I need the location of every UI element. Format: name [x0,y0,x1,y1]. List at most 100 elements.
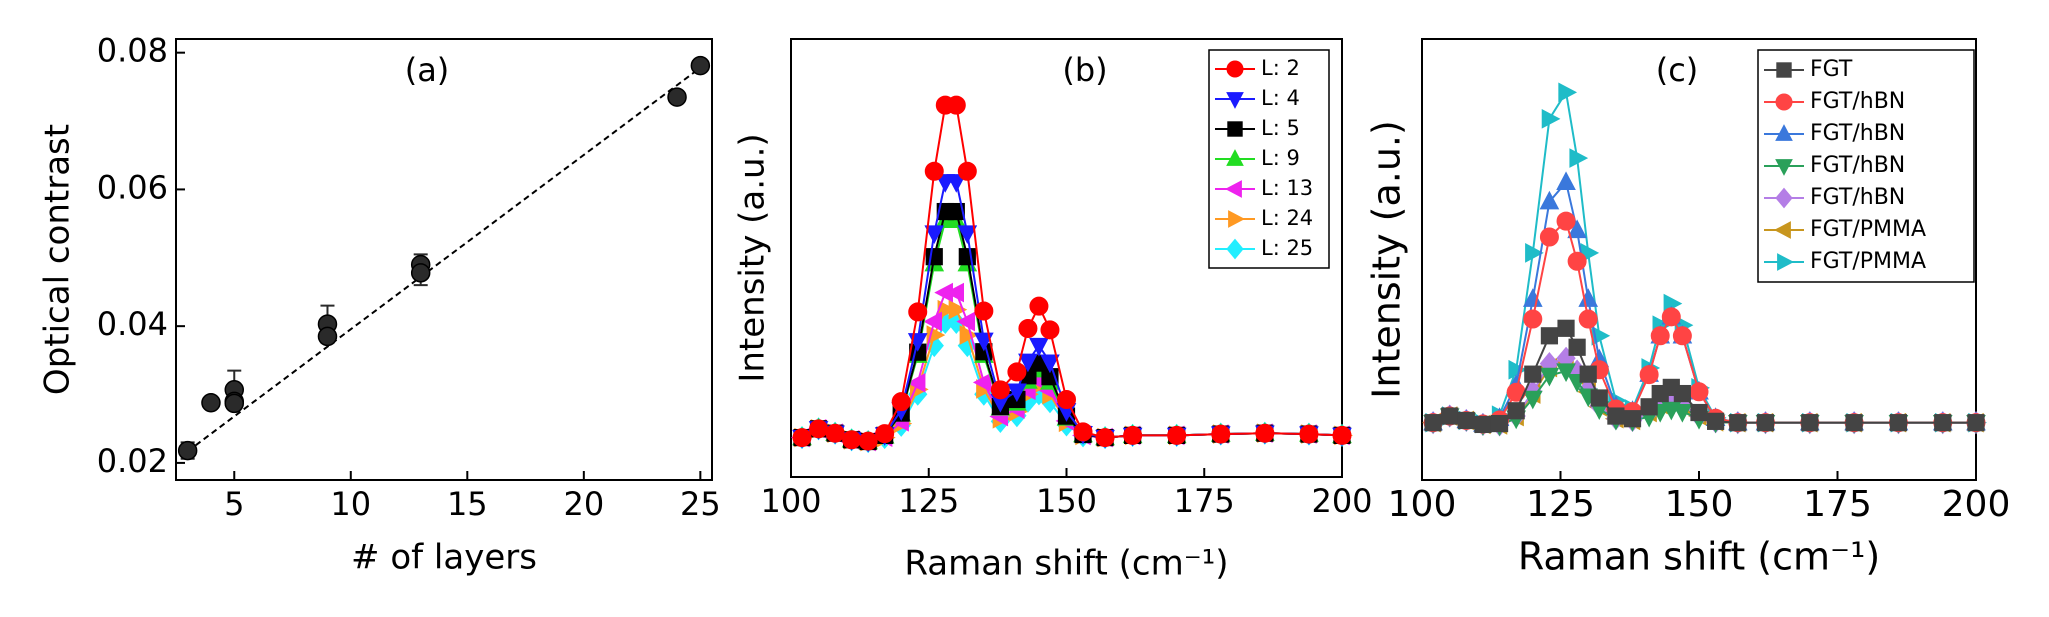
marker [925,248,943,266]
marker [1661,307,1681,327]
marker [842,430,862,450]
marker [1167,425,1187,445]
marker [1729,414,1747,432]
marker [1539,367,1560,387]
legend-marker [1775,159,1793,176]
marker [1639,365,1659,385]
y-tick-label: 0.08 [97,32,168,70]
marker [1801,414,1819,432]
marker [1441,407,1459,425]
marker [1567,251,1587,271]
legend-marker [1774,221,1791,239]
marker [1540,327,1559,345]
y-tick-label: 0.06 [97,168,168,206]
legend-label: L: 4 [1261,86,1300,110]
legend-marker [1226,238,1244,260]
marker [1607,407,1625,425]
marker [1673,384,1691,403]
marker [990,380,1010,400]
marker [1332,425,1352,445]
marker [1558,82,1578,103]
marker [1018,353,1038,373]
marker [1040,320,1060,340]
marker [690,55,711,76]
legend-marker [1228,210,1245,228]
marker [1490,414,1509,433]
marker [1934,414,1952,432]
marker [1689,382,1709,402]
marker [1845,414,1863,432]
y-tick-label: 0.04 [97,305,168,343]
x-tick-label: 20 [563,485,604,523]
y-axis-title: Intensity (a.u.) [733,133,773,382]
marker [1539,227,1559,247]
marker [1640,398,1658,416]
x-tick-label: 150 [1665,484,1734,525]
panel-label: (a) [405,51,450,89]
marker [667,87,687,107]
x-tick-label: 25 [680,485,721,523]
legend-label: FGT/hBN [1810,185,1905,210]
marker [957,225,978,245]
marker [1524,365,1542,383]
marker [1095,428,1115,448]
panel-label: (b) [1062,51,1107,89]
legend-marker [1775,187,1793,209]
marker [924,225,945,245]
marker [1522,390,1543,410]
x-tick-label: 200 [1942,484,2011,525]
marker [809,419,829,439]
x-tick-label: 100 [760,482,821,520]
marker [792,428,812,448]
x-axis-title: Raman shift (cm⁻¹) [1518,535,1880,579]
marker [908,302,928,322]
y-axis-title: Intensity (a.u.) [1365,120,1409,399]
legend-marker [1775,124,1793,141]
plot-frame [175,38,713,481]
x-tick-label: 175 [1174,482,1235,520]
x-tick-label: 100 [1388,484,1457,525]
x-tick-label: 125 [1526,484,1595,525]
marker [945,282,964,303]
x-tick-label: 125 [898,482,959,520]
marker [825,423,845,443]
marker [1707,412,1725,430]
marker [1557,319,1575,337]
marker [875,424,895,444]
legend-label: FGT [1810,57,1853,82]
marker [1123,425,1143,445]
marker [1623,410,1642,428]
x-axis-title: # of layers [351,538,537,578]
legend-label: L: 2 [1261,56,1300,80]
marker [946,174,967,193]
marker [1057,389,1076,409]
x-tick-label: 5 [224,485,244,523]
marker [1672,403,1693,423]
legend-marker [1225,180,1242,198]
marker [1029,296,1049,316]
marker [1029,337,1049,357]
marker [958,248,976,266]
x-tick-label: 10 [330,485,371,523]
marker [959,325,979,345]
marker [1579,365,1597,383]
marker [1569,148,1589,168]
marker [1556,211,1576,231]
marker [317,326,338,347]
marker [906,373,926,393]
marker [1474,415,1492,434]
marker [948,299,968,320]
marker [1556,171,1576,191]
legend-marker [1226,60,1244,78]
marker [974,301,994,321]
legend-label: L: 5 [1261,116,1300,140]
marker [1578,309,1598,329]
marker [1211,424,1231,444]
legend-label: FGT/PMMA [1810,217,1926,242]
marker [1457,411,1475,430]
legend-label: FGT/PMMA [1810,249,1926,274]
marker [1040,354,1060,374]
marker [1756,414,1775,432]
marker [1424,414,1442,432]
